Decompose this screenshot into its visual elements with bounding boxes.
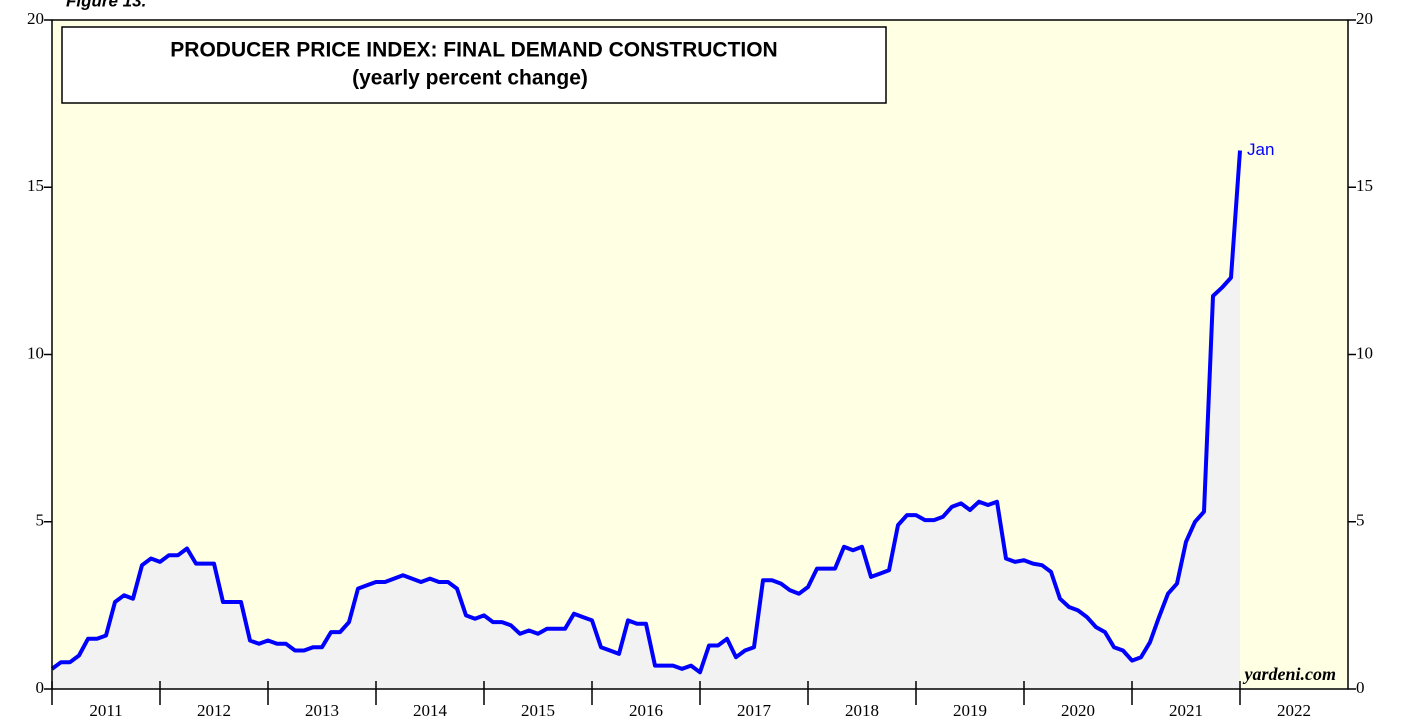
x-tick-label: 2017 bbox=[737, 701, 772, 720]
chart-title: PRODUCER PRICE INDEX: FINAL DEMAND CONST… bbox=[170, 39, 777, 62]
x-tick-label: 2014 bbox=[413, 701, 448, 720]
figure-label: Figure 13. bbox=[66, 0, 146, 10]
y-tick-label: 0 bbox=[36, 678, 45, 697]
x-tick-label: 2019 bbox=[953, 701, 987, 720]
y-tick-label: 15 bbox=[27, 176, 44, 195]
x-tick-label: 2012 bbox=[197, 701, 231, 720]
y2-tick-label: 5 bbox=[1356, 511, 1365, 530]
plot-background bbox=[52, 20, 1348, 689]
y2-tick-label: 20 bbox=[1356, 9, 1373, 28]
x-tick-label: 2020 bbox=[1061, 701, 1095, 720]
y-tick-label: 20 bbox=[27, 9, 44, 28]
y2-tick-label: 15 bbox=[1356, 176, 1373, 195]
y-tick-label: 10 bbox=[27, 343, 44, 362]
area bbox=[52, 150, 1240, 689]
x-tick-label: 2022 bbox=[1277, 701, 1311, 720]
x-tick-label: 2015 bbox=[521, 701, 555, 720]
x-tick-label: 2018 bbox=[845, 701, 879, 720]
title-box bbox=[61, 26, 887, 104]
end-label: Jan bbox=[1247, 140, 1274, 159]
x-tick-label: 2011 bbox=[89, 701, 122, 720]
x-tick-label: 2016 bbox=[629, 701, 663, 720]
chart-subtitle: (yearly percent change) bbox=[352, 67, 588, 90]
x-tick-label: 2021 bbox=[1169, 701, 1203, 720]
line bbox=[50, 150, 1242, 675]
source: yardeni.com bbox=[1243, 664, 1337, 684]
y-tick-label: 5 bbox=[36, 511, 45, 530]
marks bbox=[50, 150, 1242, 689]
y2-tick-label: 0 bbox=[1356, 678, 1365, 697]
x-tick-label: 2013 bbox=[305, 701, 339, 720]
y2-tick-label: 10 bbox=[1356, 343, 1373, 362]
